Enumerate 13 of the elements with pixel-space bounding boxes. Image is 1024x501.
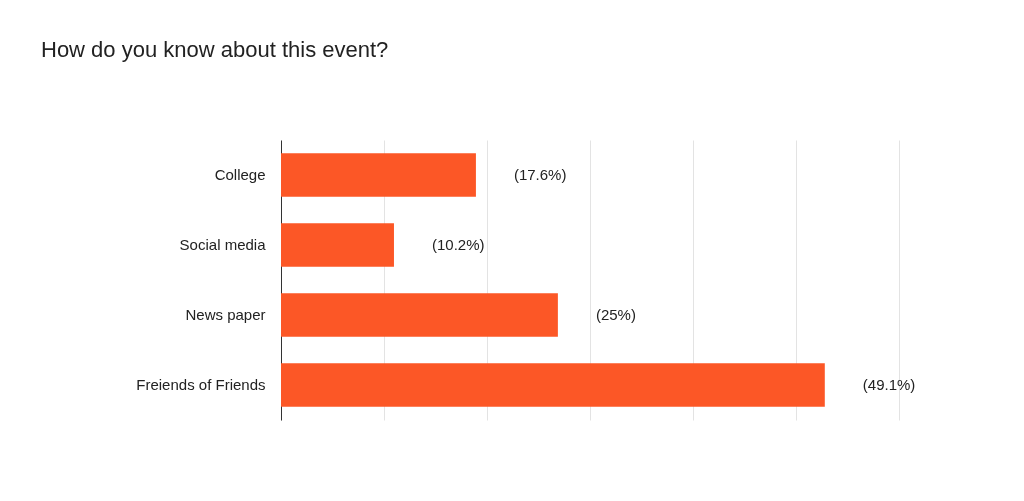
chart-title: How do you know about this event?	[41, 37, 389, 62]
y-tick-label: Social media	[179, 236, 267, 253]
data-label: (17.6%)	[513, 166, 567, 183]
data-label: (10.2%)	[431, 236, 485, 253]
y-tick-label: Freiends of Friends	[136, 376, 266, 393]
y-tick-label: News paper	[185, 306, 266, 323]
bar	[281, 223, 394, 267]
data-label: (49.1%)	[862, 376, 916, 393]
data-label: (25%)	[595, 306, 636, 323]
y-tick-label: College	[214, 166, 266, 183]
bar	[281, 293, 558, 337]
bar	[281, 363, 825, 407]
bar	[281, 153, 476, 197]
